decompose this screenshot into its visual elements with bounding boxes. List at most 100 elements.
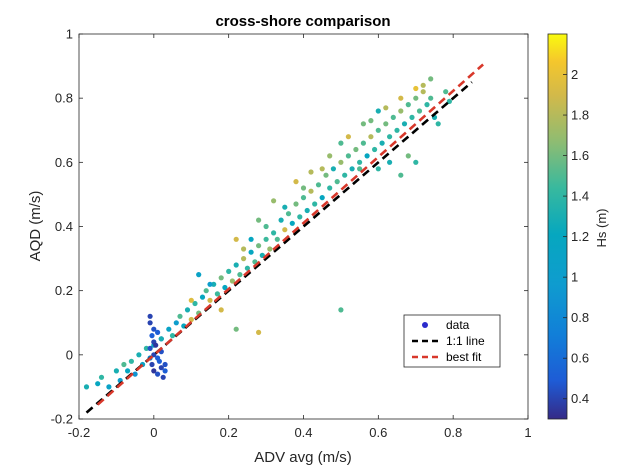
- y-axis-title: AQD (m/s): [27, 191, 44, 262]
- colorbar: 0.4 0.6 0.8 1 1.2 1.4 1.6 1.8 2 Hs (m): [547, 33, 609, 420]
- data-point: [267, 246, 273, 252]
- data-point: [125, 368, 131, 374]
- data-point: [387, 134, 393, 140]
- data-point: [383, 105, 389, 111]
- data-point: [398, 95, 404, 101]
- legend-label-data: data: [446, 318, 470, 332]
- data-point: [222, 284, 228, 291]
- data-point: [158, 365, 164, 371]
- y-tick-label: 0: [66, 347, 73, 362]
- colorbar-label: Hs (m): [594, 209, 609, 248]
- data-point: [151, 368, 157, 374]
- data-point: [278, 217, 284, 223]
- data-point: [387, 159, 393, 165]
- data-point: [143, 345, 149, 351]
- colorbar-tick-label: 1.8: [571, 108, 589, 123]
- colorbar-tick-label: 1.6: [571, 148, 589, 163]
- data-point: [300, 185, 307, 191]
- data-point: [274, 236, 280, 242]
- data-point: [308, 169, 314, 175]
- data-point: [398, 172, 404, 178]
- data-point: [345, 134, 351, 140]
- data-point: [233, 326, 239, 332]
- data-point: [248, 236, 254, 242]
- data-point: [162, 361, 168, 368]
- data-point: [263, 236, 269, 242]
- data-point: [177, 313, 183, 319]
- legend-label-best-fit: best fit: [446, 350, 482, 364]
- data-point: [162, 368, 168, 374]
- data-point: [420, 82, 426, 88]
- data-point: [169, 333, 176, 339]
- data-point: [413, 95, 419, 101]
- data-point: [256, 329, 262, 335]
- data-point: [98, 374, 105, 380]
- data-point: [416, 108, 423, 114]
- data-point: [282, 227, 288, 233]
- data-point: [214, 291, 220, 297]
- data-point: [360, 140, 366, 146]
- axis-layer: -0.2 0 0.2 0.4 0.6 0.8 1 -0.2 0 0.2 0.4 0.6 0.8 1: [51, 27, 532, 441]
- data-point: [241, 256, 247, 262]
- data-point: [248, 249, 254, 255]
- data-point: [147, 345, 153, 351]
- data-point: [113, 368, 119, 374]
- marks-layer: [83, 76, 452, 390]
- data-point: [293, 179, 299, 185]
- data-point: [401, 121, 408, 127]
- data-point: [443, 89, 449, 95]
- data-point: [184, 307, 191, 313]
- legend-label-1to1: 1:1 line: [446, 334, 485, 348]
- data-point: [211, 281, 217, 287]
- data-point: [409, 114, 415, 120]
- legend: data 1:1 line best fit: [403, 314, 501, 368]
- data-point: [338, 307, 344, 313]
- data-point: [285, 211, 292, 217]
- data-point: [375, 127, 381, 133]
- data-point: [155, 329, 161, 335]
- data-point: [229, 278, 235, 284]
- data-point: [147, 313, 153, 319]
- data-point: [241, 246, 247, 252]
- data-point: [153, 342, 159, 348]
- data-point: [155, 371, 161, 377]
- data-point: [149, 361, 155, 368]
- data-point: [207, 297, 213, 303]
- data-point: [319, 166, 325, 172]
- data-point: [151, 352, 157, 358]
- data-point: [360, 121, 366, 127]
- x-tick-label: 0: [150, 425, 157, 440]
- data-point: [428, 95, 434, 101]
- data-point: [308, 188, 314, 194]
- data-point: [244, 265, 250, 271]
- data-point: [233, 236, 239, 242]
- data-point: [342, 172, 348, 178]
- data-point: [158, 336, 164, 342]
- colorbar-tick-label: 0.6: [571, 351, 589, 366]
- data-point: [413, 159, 419, 165]
- data-point: [160, 374, 166, 380]
- data-point: [357, 159, 363, 165]
- legend-box: [403, 314, 501, 368]
- data-point: [315, 182, 322, 188]
- data-point: [372, 146, 378, 153]
- data-point: [289, 220, 295, 226]
- data-point: [413, 85, 419, 92]
- data-point: [95, 381, 101, 387]
- data-point: [156, 358, 162, 364]
- best-fit-line: [96, 63, 484, 406]
- data-point: [446, 98, 452, 104]
- data-point: [256, 243, 262, 249]
- data-point: [218, 275, 224, 281]
- data-point: [394, 127, 400, 133]
- y-tick-label: 0.4: [55, 219, 73, 234]
- data-point: [173, 320, 179, 326]
- data-point: [271, 198, 277, 204]
- x-tick-label: 0.8: [444, 425, 462, 440]
- data-point: [147, 320, 153, 326]
- data-point: [263, 223, 269, 230]
- data-point: [199, 294, 206, 300]
- colorbar-ticks: 0.4 0.6 0.8 1 1.2 1.4 1.6 1.8 2: [563, 67, 589, 406]
